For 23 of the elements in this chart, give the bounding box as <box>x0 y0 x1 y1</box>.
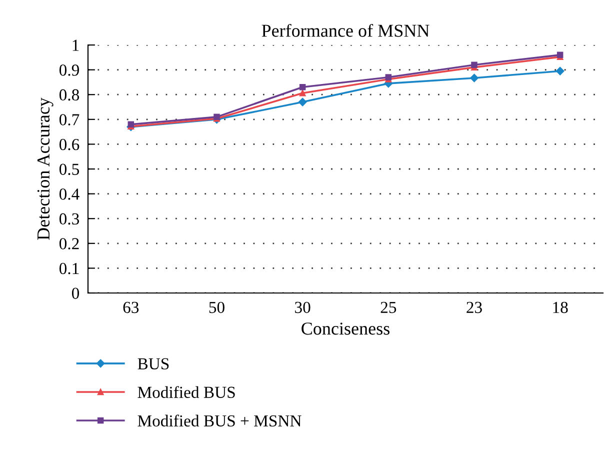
y-tick-label: 0 <box>72 288 80 299</box>
chart-title: Performance of MSNN <box>262 24 430 37</box>
x-tick-label: 50 <box>209 302 224 314</box>
legend-label: Modified BUS + MSNN <box>138 414 302 427</box>
x-tick-label: 30 <box>295 302 310 314</box>
y-axis-title: Detection Accuracy <box>37 98 54 240</box>
x-axis-title: Conciseness <box>302 322 390 335</box>
x-tick-label: 25 <box>380 302 396 314</box>
y-tick-label: 0.7 <box>59 114 80 126</box>
y-tick-label: 0.4 <box>59 188 80 200</box>
legend-label: BUS <box>138 358 169 370</box>
legend-label: Modified BUS <box>138 386 235 398</box>
y-tick-label: 0.2 <box>59 238 79 250</box>
y-tick-label: 0.9 <box>59 64 79 76</box>
y-tick-label: 0.6 <box>59 138 80 150</box>
x-tick-label: 23 <box>466 302 482 314</box>
y-tick-label: 0.5 <box>59 164 80 176</box>
y-tick-label: 0.3 <box>59 213 80 225</box>
y-tick-label: 1 <box>72 40 79 51</box>
y-tick-label: 0.1 <box>59 262 79 274</box>
y-tick-label: 0.8 <box>59 89 80 101</box>
x-tick-label: 63 <box>123 302 139 314</box>
x-tick-label: 18 <box>553 302 568 314</box>
